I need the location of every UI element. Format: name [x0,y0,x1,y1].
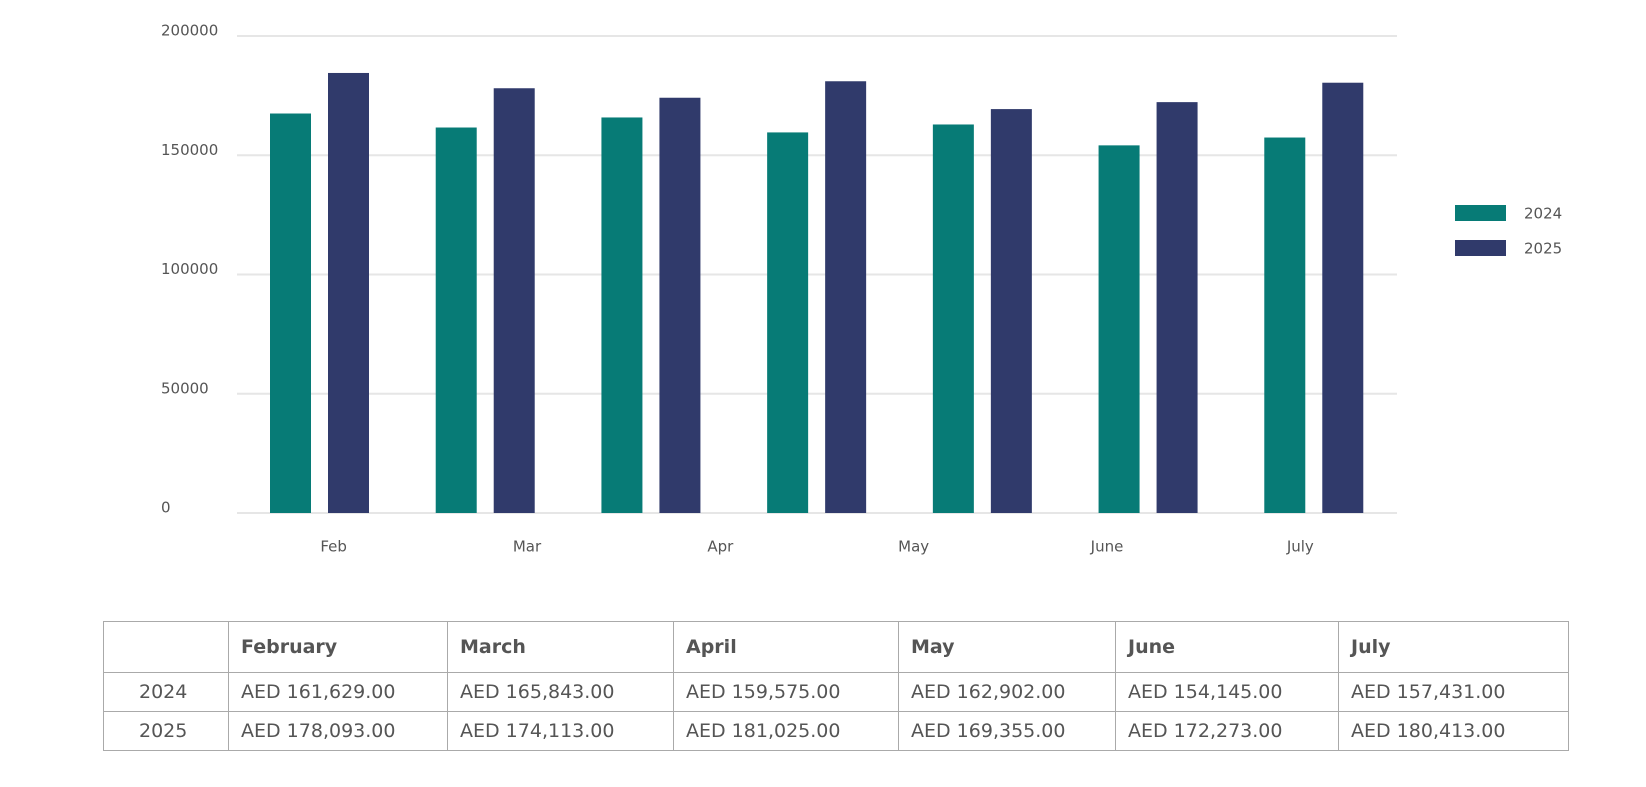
legend-swatch [1455,205,1506,221]
legend-label: 2024 [1524,205,1562,223]
legend-swatch [1455,240,1506,256]
x-tick-label: July [1286,538,1314,556]
table-cell: April [673,621,899,673]
bar [601,117,643,513]
table-cell: AED 178,093.00 [228,711,448,751]
bar [825,81,867,514]
table-cell: AED 161,629.00 [228,672,448,712]
y-tick-label: 50000 [161,379,209,397]
bar [659,97,701,514]
y-tick-label: 100000 [161,260,218,278]
table-cell: 2024 [103,672,229,712]
table-cell: 2025 [103,711,229,751]
table-cell: July [1338,621,1569,673]
table-row: February March April May June July [103,621,1569,673]
table-cell: AED 162,902.00 [898,672,1116,712]
table-cell: AED 159,575.00 [673,672,899,712]
table-cell: June [1115,621,1339,673]
x-tick-label: Feb [320,538,347,556]
table-row: 2024 AED 161,629.00 AED 165,843.00 AED 159,… [103,672,1569,712]
bar [1156,102,1198,513]
y-tick-label: 0 [161,499,171,517]
y-tick-label: 200000 [161,22,218,40]
table-cell: AED 174,113.00 [447,711,674,751]
x-tick-label: Apr [707,538,734,556]
bar [767,132,809,513]
x-tick-label: Mar [513,538,542,556]
table-cell: February [228,621,448,673]
table-row: 2025 AED 178,093.00 AED 174,113.00 AED 181,… [103,711,1569,751]
bar [328,72,369,513]
y-tick-label: 150000 [161,141,218,159]
table-cell: AED 169,355.00 [898,711,1116,751]
table-cell: AED 154,145.00 [1115,672,1339,712]
bar [1098,145,1140,513]
table-cell [103,621,229,673]
bar [270,113,311,513]
x-tick-label: June [1090,538,1124,556]
bar [990,109,1032,514]
table-cell: AED 157,431.00 [1338,672,1569,712]
table-cell: AED 172,273.00 [1115,711,1339,751]
table-cell: AED 181,025.00 [673,711,899,751]
bar [1264,137,1306,513]
table-cell: May [898,621,1116,673]
table-cell: AED 165,843.00 [447,672,674,712]
table-cell: March [447,621,674,673]
table-cell: AED 180,413.00 [1338,711,1569,751]
bar [932,124,974,513]
bar [1322,82,1364,513]
x-tick-label: May [898,538,929,556]
chart: 0 50000 100000 150000 200000 Feb Mar Apr May June… [161,22,1562,556]
legend-label: 2025 [1524,240,1562,258]
bar [435,127,477,513]
bar [493,88,535,513]
data-table: February March April May June July 2024 AED 161… [103,621,1569,751]
